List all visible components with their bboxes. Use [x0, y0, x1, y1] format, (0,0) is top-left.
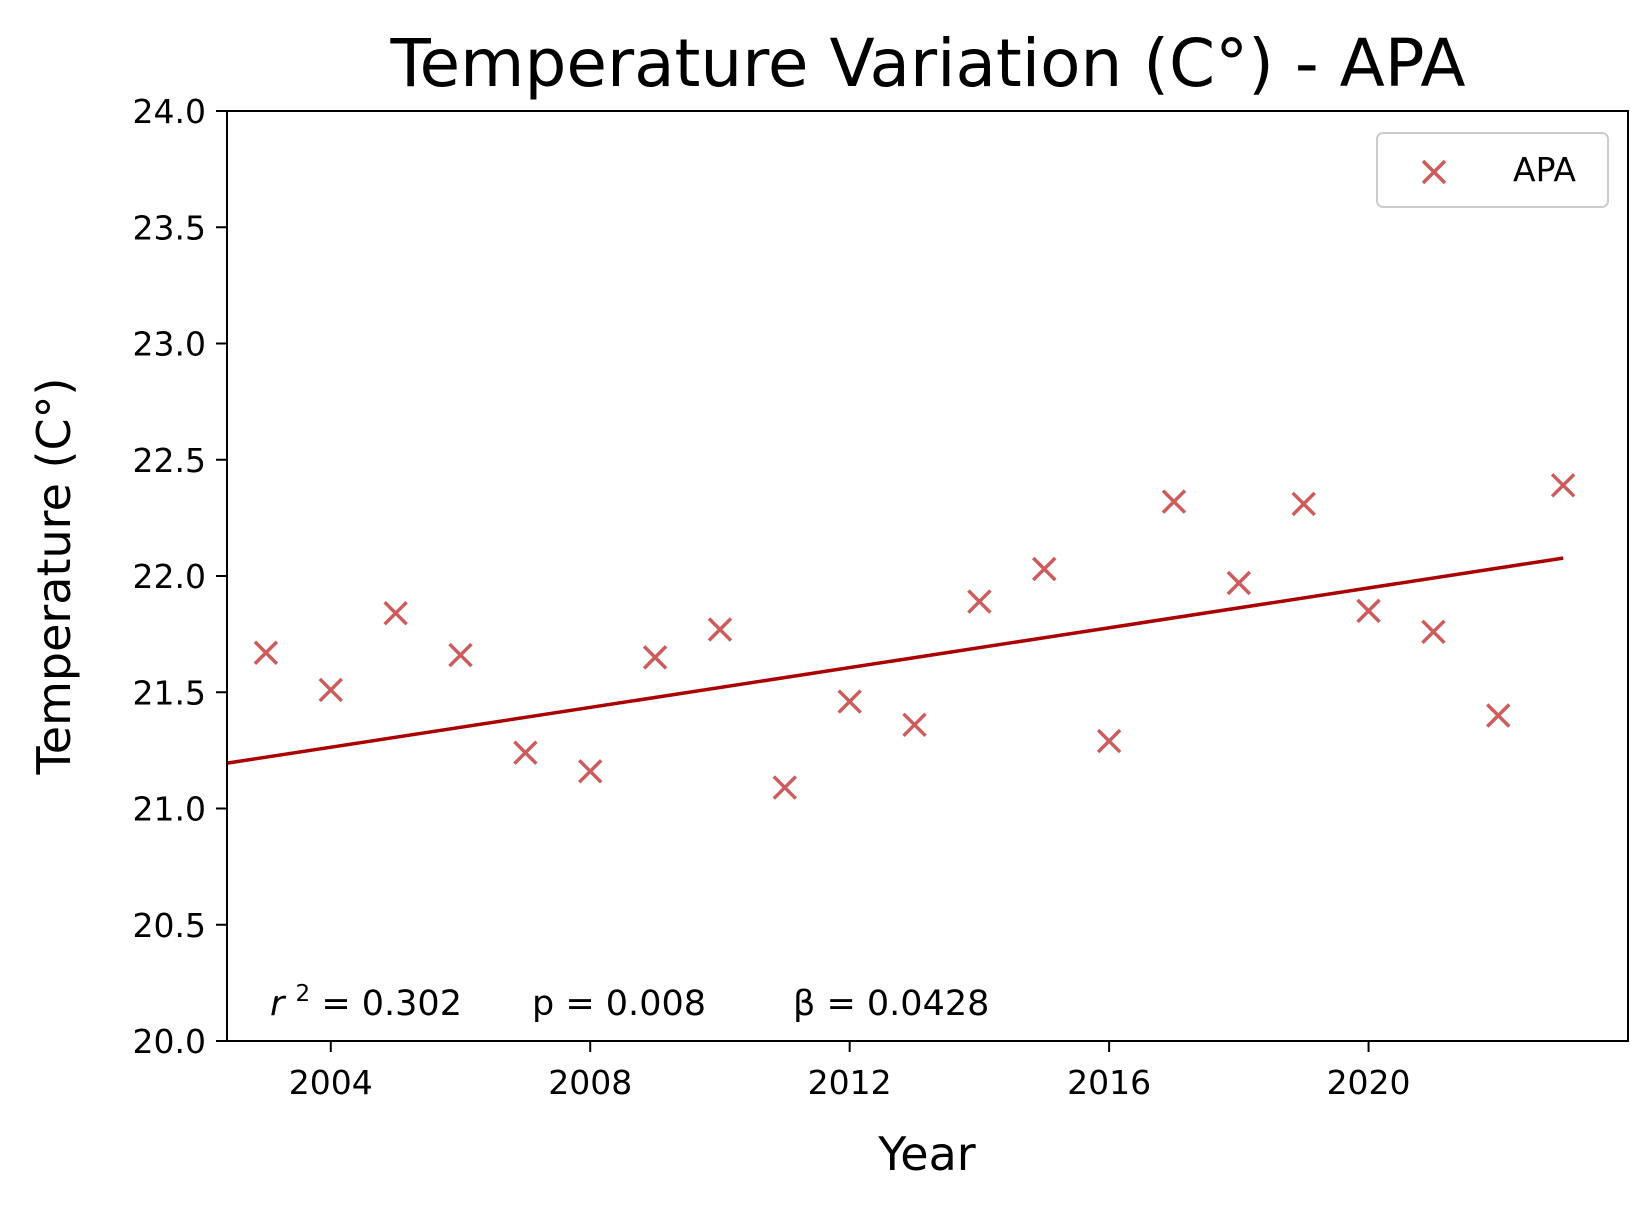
data-point [1356, 598, 1381, 624]
x-axis: 2004 2008 2012 2016 2020 [289, 1041, 1411, 1102]
p-value-stat: p = 0.008 [532, 984, 706, 1024]
data-point [383, 600, 408, 626]
data-point [837, 689, 862, 714]
y-tick-label: 23.5 [133, 208, 206, 247]
legend-x-marker-icon [1421, 159, 1447, 185]
data-point [707, 617, 733, 642]
chart-title: Temperature Variation (C°) - APA [389, 25, 1465, 102]
data-point [772, 775, 798, 800]
y-tick-label: 22.5 [133, 441, 206, 480]
y-tick-label: 21.5 [133, 673, 206, 712]
x-tick-label: 2012 [808, 1063, 892, 1102]
data-point [1161, 489, 1187, 514]
data-point [967, 589, 992, 614]
data-point [902, 712, 927, 738]
legend-x-marker [1421, 159, 1447, 185]
data-point [253, 640, 279, 665]
y-axis-label: Temperature (C°) [27, 377, 81, 775]
y-tick-label: 24.0 [133, 92, 206, 131]
x-tick-label: 2020 [1327, 1063, 1411, 1102]
r-squared-exponent: 2 [296, 981, 311, 1007]
r-squared-stat: r 2 = 0.302 [270, 970, 462, 1024]
x-axis-label: Year [877, 1127, 975, 1181]
legend-box [1376, 132, 1609, 208]
data-point [448, 642, 473, 668]
data-point [1421, 619, 1446, 645]
y-tick-label: 21.0 [133, 790, 206, 829]
beta-stat: β = 0.0428 [793, 984, 989, 1024]
data-point [642, 645, 668, 670]
data-point [1550, 473, 1576, 498]
data-point [318, 677, 344, 703]
r-squared-value: = 0.302 [321, 984, 462, 1024]
y-tick-label: 20.0 [133, 1022, 206, 1061]
x-tick-label: 2008 [548, 1063, 632, 1102]
x-tick-label: 2004 [289, 1063, 373, 1102]
data-point [1291, 491, 1316, 517]
r-squared-symbol: r [270, 984, 287, 1024]
y-tick-label: 23.0 [133, 325, 206, 364]
legend: APA [1376, 132, 1609, 208]
y-tick-label: 20.5 [133, 906, 206, 945]
plot-area [226, 110, 1629, 1042]
x-tick-label: 2016 [1067, 1063, 1151, 1102]
y-tick-label: 22.0 [133, 557, 206, 596]
data-point [1096, 728, 1122, 754]
data-point [1226, 570, 1252, 596]
data-points-layer [253, 473, 1576, 800]
data-point [1032, 556, 1057, 582]
legend-label-apa: APA [1513, 150, 1576, 189]
y-axis: 20.0 20.5 21.0 21.5 22.0 22.5 23.0 23.5 24.0 [133, 92, 227, 1061]
trendline-layer [226, 556, 1564, 765]
trendline [226, 556, 1564, 765]
data-point [1486, 703, 1511, 728]
data-point [577, 759, 603, 784]
data-point [513, 740, 538, 765]
